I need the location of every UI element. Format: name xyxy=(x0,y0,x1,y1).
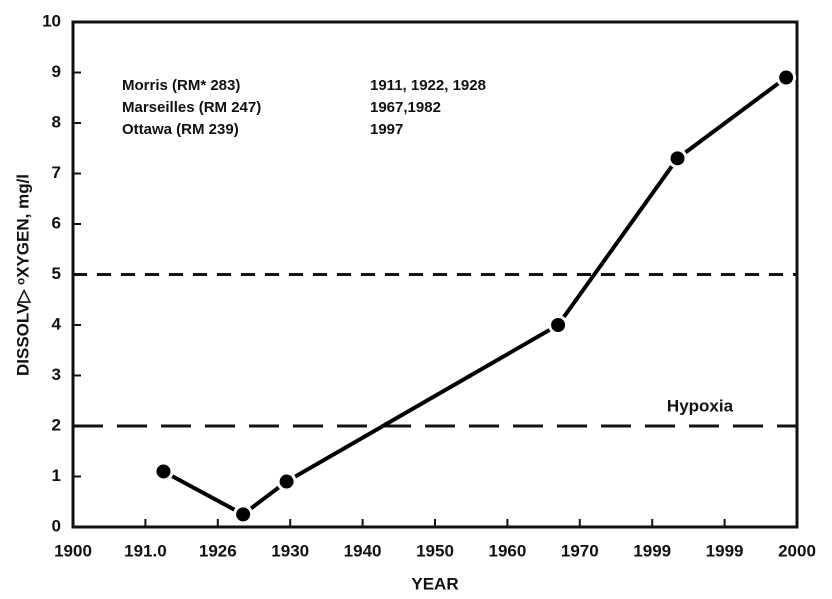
x-tick-label: 1999 xyxy=(633,541,671,560)
y-tick-label: 4 xyxy=(52,314,62,333)
y-tick-label: 1 xyxy=(52,466,61,485)
data-point xyxy=(276,471,297,492)
x-tick-label: 191.0 xyxy=(124,541,167,560)
reference-label: Hypoxia xyxy=(667,396,734,415)
y-tick-label: 0 xyxy=(52,516,61,535)
y-tick-label: 6 xyxy=(52,213,61,232)
data-line xyxy=(162,75,788,517)
y-tick-label: 9 xyxy=(52,62,61,81)
x-tick-label: 1999 xyxy=(706,541,744,560)
x-tick-label: 1930 xyxy=(271,541,309,560)
legend-note: 1997 xyxy=(370,121,403,138)
x-tick-label: 1940 xyxy=(344,541,382,560)
y-tick-label: 8 xyxy=(52,112,61,131)
y-tick-label: 5 xyxy=(52,264,61,283)
data-point xyxy=(776,67,797,88)
x-tick-label: 1960 xyxy=(488,541,526,560)
legend-note: 1911, 1922, 1928 xyxy=(370,77,486,94)
y-axis-title: DISSOLV▷ ᵒXYGEN, mg/l xyxy=(13,174,32,376)
data-point xyxy=(233,504,254,525)
y-tick-label: 7 xyxy=(52,163,61,182)
data-point xyxy=(153,461,174,482)
y-tick-label: 10 xyxy=(42,11,61,30)
x-tick-label: 2000 xyxy=(778,541,816,560)
y-tick-label: 3 xyxy=(52,365,61,384)
legend-note: Ottawa (RM 239) xyxy=(122,121,239,138)
x-axis-title: YEAR xyxy=(411,574,458,593)
data-point xyxy=(548,315,569,335)
y-tick-label: 2 xyxy=(52,415,61,434)
legend-note: Morris (RM* 283) xyxy=(122,77,240,94)
legend-note: 1967,1982 xyxy=(370,99,441,116)
data-point xyxy=(667,148,688,169)
legend-note: Marseilles (RM 247) xyxy=(122,99,261,116)
x-tick-label: 1926 xyxy=(199,541,237,560)
x-tick-label: 1900 xyxy=(54,541,92,560)
x-tick-label: 1950 xyxy=(416,541,454,560)
x-tick-label: 1970 xyxy=(561,541,599,560)
